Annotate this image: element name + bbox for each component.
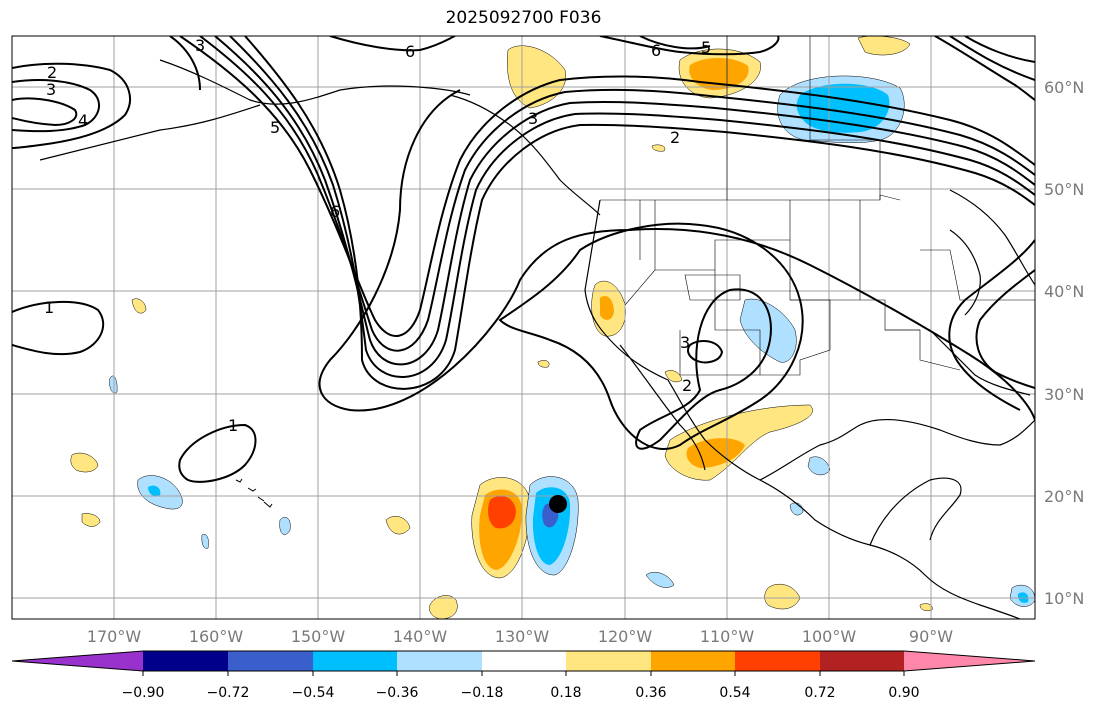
colorbar-tick-labels: −0.90 −0.72 −0.54 −0.36 −0.18 0.18 0.36 …: [122, 685, 920, 701]
lat-label-50n: 50°N: [1044, 180, 1084, 199]
colorbar-segment-1: [143, 651, 228, 671]
lat-label-10n: 10°N: [1044, 589, 1084, 608]
map-title: 2025092700 F036: [445, 8, 602, 28]
contour-label-6-ne: 6: [651, 41, 661, 60]
anomaly-shading: [70, 36, 1035, 619]
lon-label-110w: 110°W: [700, 627, 755, 646]
colorbar-tick-label: −0.36: [376, 685, 419, 701]
lon-label-140w: 140°W: [393, 627, 448, 646]
lon-label-160w: 160°W: [189, 627, 244, 646]
colorbar-segment-8: [735, 651, 820, 671]
longitude-labels: 170°W 160°W 150°W 140°W 130°W 120°W 110°…: [87, 627, 953, 646]
colorbar-segment-5: [482, 651, 566, 671]
colorbar-tick-label: 0.18: [550, 685, 581, 701]
contour-label-1-hawaii: 1: [228, 416, 238, 435]
colorbar-segment-4: [397, 651, 482, 671]
hawaii-islands: [235, 478, 273, 508]
contour-label-2-sw: 2: [682, 376, 692, 395]
contour-label-3-bc: 3: [528, 109, 538, 128]
lat-label-40n: 40°N: [1044, 282, 1084, 301]
contour-label-5-trough: 5: [270, 118, 280, 137]
colorbar-segment-9: [820, 651, 904, 671]
colorbar: −0.90 −0.72 −0.54 −0.36 −0.18 0.18 0.36 …: [11, 650, 1036, 701]
lat-label-20n: 20°N: [1044, 487, 1084, 506]
lon-label-130w: 130°W: [495, 627, 550, 646]
map-frame: [11, 35, 1036, 620]
lat-label-30n: 30°N: [1044, 385, 1084, 404]
lon-label-150w: 150°W: [291, 627, 346, 646]
lat-label-60n: 60°N: [1044, 78, 1084, 97]
colorbar-segment-6: [566, 651, 651, 671]
contour-label-6-trough: 6: [330, 202, 340, 221]
colorbar-ticks: [142, 671, 905, 676]
contour-label-3-sw: 3: [680, 333, 690, 352]
colorbar-tick-label: 0.36: [635, 685, 666, 701]
lon-label-100w: 100°W: [802, 627, 857, 646]
colorbar-tick-label: 0.72: [804, 685, 835, 701]
latitude-labels: 60°N 50°N 40°N 30°N 20°N 10°N: [1044, 78, 1084, 608]
lon-label-170w: 170°W: [87, 627, 142, 646]
contour-label-6-north: 6: [405, 42, 415, 61]
storm-center-marker: [549, 495, 567, 513]
contour-label-5: 5: [701, 38, 711, 57]
colorbar-tick-label: 0.54: [719, 685, 750, 701]
colorbar-segment-3: [313, 651, 397, 671]
colorbar-tick-label: −0.54: [292, 685, 335, 701]
colorbar-segment-0: [12, 651, 143, 671]
colorbar-tick-label: −0.72: [207, 685, 250, 701]
contour-label-4: 4: [78, 111, 88, 130]
contour-labels: 2 3 4 1 1 6 6 5 2 3 3 2 6 5 3: [44, 36, 711, 435]
colorbar-tick-label: 0.90: [888, 685, 919, 701]
colorbar-segment-2: [228, 651, 313, 671]
colorbar-segment-10: [904, 651, 1035, 671]
coastlines: [39, 59, 1035, 619]
colorbar-tick-label: −0.90: [122, 685, 165, 701]
contour-label-3: 3: [46, 80, 56, 99]
contour-label-1-west: 1: [44, 298, 54, 317]
lon-label-120w: 120°W: [598, 627, 653, 646]
lon-label-90w: 90°W: [909, 627, 953, 646]
height-contours: [12, 36, 1035, 483]
contour-label-2: 2: [47, 63, 57, 82]
contour-label-3-nw: 3: [195, 36, 205, 55]
political-borders: [600, 36, 1035, 376]
contour-label-2-canada: 2: [670, 128, 680, 147]
colorbar-segment-7: [651, 651, 735, 671]
colorbar-tick-label: −0.18: [461, 685, 504, 701]
